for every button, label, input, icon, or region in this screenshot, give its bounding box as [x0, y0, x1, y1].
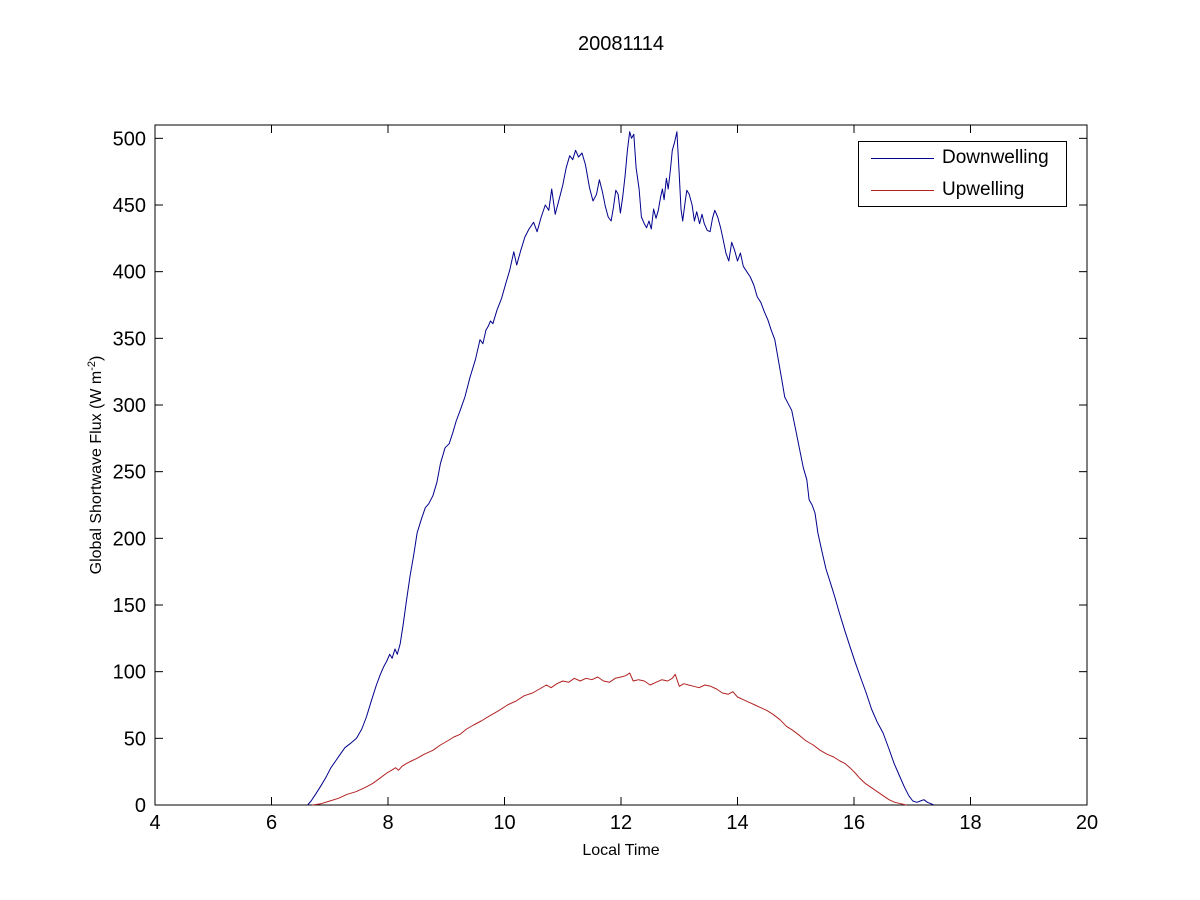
legend-entry-upwelling: Upwelling	[871, 174, 1066, 206]
y-tick-label: 200	[113, 528, 146, 550]
y-axis-label-close-paren: )	[88, 355, 106, 361]
y-tick-label: 150	[113, 595, 146, 617]
x-tick-label: 10	[493, 812, 515, 834]
y-tick-label: 400	[113, 262, 146, 284]
series-line-downwelling	[307, 131, 935, 806]
y-tick-label: 350	[113, 328, 146, 350]
x-tick-label: 20	[1076, 812, 1098, 834]
legend-label-upwelling: Upwelling	[942, 179, 1025, 200]
x-axis-label: Local Time	[582, 842, 660, 859]
x-tick-label: 14	[726, 812, 748, 834]
y-axis-label-superscript: -2	[85, 360, 98, 371]
y-tick-label: 0	[135, 795, 146, 817]
chart-title: 20081114	[577, 33, 664, 55]
plot-box	[154, 124, 1088, 806]
x-tick-label: 12	[610, 812, 632, 834]
legend: Downwelling Upwelling	[858, 141, 1067, 207]
x-tick-label: 8	[382, 812, 393, 834]
x-tick-label: 4	[149, 812, 160, 834]
upwelling-line-sample-icon	[871, 189, 934, 191]
legend-label-downwelling: Downwelling	[942, 147, 1049, 168]
y-axis-label: Global Shortwave Flux (W m-2)	[86, 356, 106, 575]
y-axis-label-text: Global Shortwave Flux (W m	[88, 370, 106, 575]
downwelling-line-sample-icon	[871, 157, 934, 159]
y-tick-label: 500	[113, 128, 146, 150]
y-tick-label: 250	[113, 462, 146, 484]
x-tick-label: 18	[959, 812, 981, 834]
y-tick-label: 300	[113, 395, 146, 417]
y-tick-label: 100	[113, 662, 146, 684]
legend-entry-downwelling: Downwelling	[871, 142, 1066, 174]
series-line-upwelling	[312, 672, 907, 806]
x-tick-label: 6	[266, 812, 277, 834]
y-tick-label: 450	[113, 195, 146, 217]
x-tick-label: 16	[843, 812, 865, 834]
y-tick-label: 50	[124, 728, 146, 750]
